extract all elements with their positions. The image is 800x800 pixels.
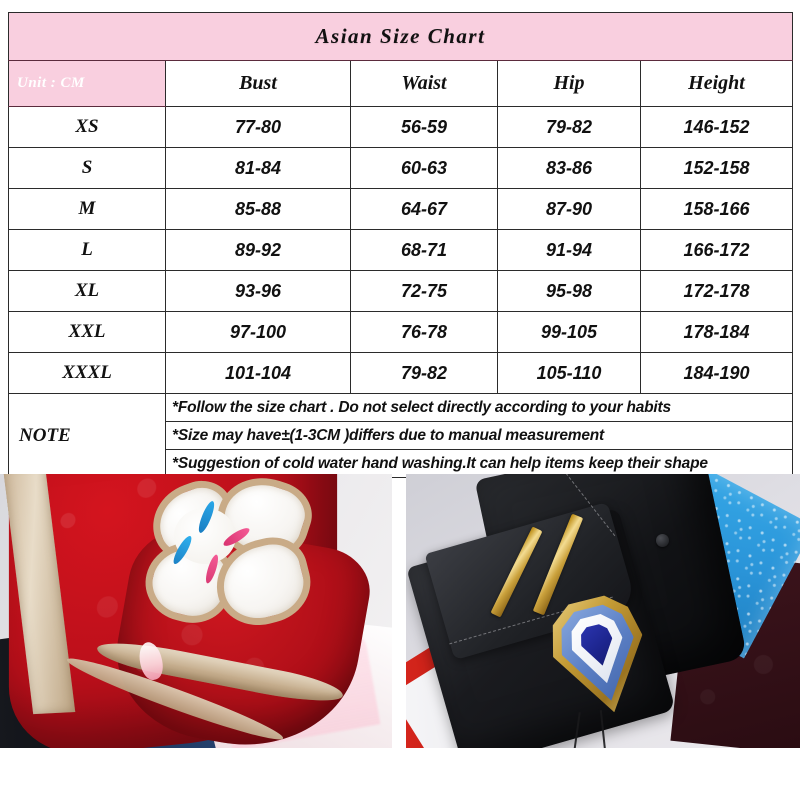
black-leather-pouch-photo bbox=[406, 474, 800, 748]
size-label: XL bbox=[8, 270, 166, 312]
table-row: XL 93-96 72-75 95-98 172-178 bbox=[8, 270, 794, 312]
chart-title-row: Asian Size Chart bbox=[7, 12, 794, 61]
hip-value: 105-110 bbox=[497, 352, 641, 394]
hip-value: 91-94 bbox=[497, 229, 641, 271]
column-header-waist: Waist bbox=[350, 60, 498, 107]
table-row: S 81-84 60-63 83-86 152-158 bbox=[8, 147, 794, 189]
waist-value: 56-59 bbox=[350, 106, 498, 148]
waist-value: 60-63 bbox=[350, 147, 498, 189]
height-value: 146-152 bbox=[639, 106, 794, 148]
height-value: 178-184 bbox=[639, 311, 794, 353]
bust-value: 85-88 bbox=[165, 188, 351, 230]
height-value: 184-190 bbox=[639, 352, 794, 394]
height-value: 158-166 bbox=[639, 188, 794, 230]
table-row: M 85-88 64-67 87-90 158-166 bbox=[8, 188, 794, 230]
note-item: *Suggestion of cold water hand washing.I… bbox=[172, 455, 708, 472]
note-item: *Follow the size chart . Do not select d… bbox=[166, 394, 793, 422]
bust-value: 77-80 bbox=[165, 106, 351, 148]
bust-value: 89-92 bbox=[165, 229, 351, 271]
waist-value: 76-78 bbox=[350, 311, 498, 353]
chart-title: Asian Size Chart bbox=[7, 12, 794, 61]
note-item: *Size may have±(1-3CM )differs due to ma… bbox=[166, 422, 793, 450]
pouch-scene bbox=[406, 474, 800, 748]
waist-value: 68-71 bbox=[350, 229, 498, 271]
size-label: XS bbox=[8, 106, 166, 148]
hip-value: 87-90 bbox=[497, 188, 641, 230]
size-label: XXL bbox=[8, 311, 166, 353]
height-value: 152-158 bbox=[639, 147, 794, 189]
product-photo-gallery bbox=[0, 474, 800, 748]
bust-value: 97-100 bbox=[165, 311, 351, 353]
table-row: XXXL 101-104 79-82 105-110 184-190 bbox=[8, 352, 794, 394]
bust-value: 101-104 bbox=[165, 352, 351, 394]
column-header-bust: Bust bbox=[165, 60, 351, 107]
note-label: NOTE bbox=[8, 393, 166, 478]
waist-value: 72-75 bbox=[350, 270, 498, 312]
hip-value: 79-82 bbox=[497, 106, 641, 148]
column-header-height: Height bbox=[639, 60, 794, 107]
waist-value: 64-67 bbox=[350, 188, 498, 230]
metal-stud-icon bbox=[656, 534, 669, 547]
table-row: XS 77-80 56-59 79-82 146-152 bbox=[8, 106, 794, 148]
bust-value: 81-84 bbox=[165, 147, 351, 189]
unit-label: Unit : CM bbox=[8, 60, 166, 107]
hip-value: 99-105 bbox=[497, 311, 641, 353]
size-label: XXXL bbox=[8, 352, 166, 394]
size-label: M bbox=[8, 188, 166, 230]
column-header-hip: Hip bbox=[497, 60, 641, 107]
table-row: XXL 97-100 76-78 99-105 178-184 bbox=[8, 311, 794, 353]
table-row: L 89-92 68-71 91-94 166-172 bbox=[8, 229, 794, 271]
size-chart-container: Asian Size Chart Unit : CM Bust Waist Hi… bbox=[7, 12, 794, 478]
height-value: 172-178 bbox=[639, 270, 794, 312]
waist-value: 79-82 bbox=[350, 352, 498, 394]
size-label: L bbox=[8, 229, 166, 271]
bust-value: 93-96 bbox=[165, 270, 351, 312]
chart-header-row: Unit : CM Bust Waist Hip Height bbox=[8, 60, 794, 107]
asian-size-chart-table: Asian Size Chart Unit : CM Bust Waist Hi… bbox=[7, 12, 794, 478]
size-label: S bbox=[8, 147, 166, 189]
note-row: NOTE *Follow the size chart . Do not sel… bbox=[8, 393, 794, 478]
hip-value: 95-98 bbox=[497, 270, 641, 312]
note-list: *Follow the size chart . Do not select d… bbox=[164, 393, 794, 478]
height-value: 166-172 bbox=[639, 229, 794, 271]
hip-value: 83-86 bbox=[497, 147, 641, 189]
